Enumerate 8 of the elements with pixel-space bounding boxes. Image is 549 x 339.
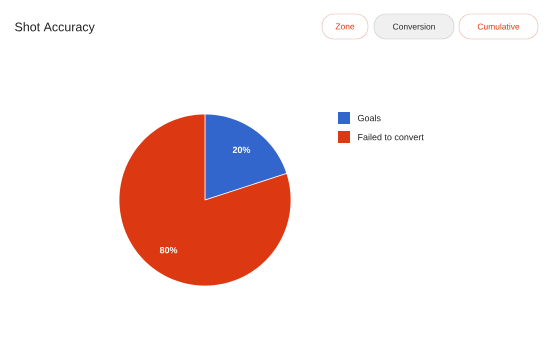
legend-label: Failed to convert bbox=[358, 134, 424, 140]
data-label: 80% bbox=[160, 246, 178, 254]
text: Cumulative bbox=[478, 23, 520, 30]
text: Conversion bbox=[393, 23, 435, 30]
text: Zone bbox=[336, 24, 354, 30]
data-label: 20% bbox=[232, 146, 250, 154]
legend-label: Goals bbox=[358, 114, 381, 122]
chart-title: Shot Accuracy bbox=[15, 22, 95, 34]
